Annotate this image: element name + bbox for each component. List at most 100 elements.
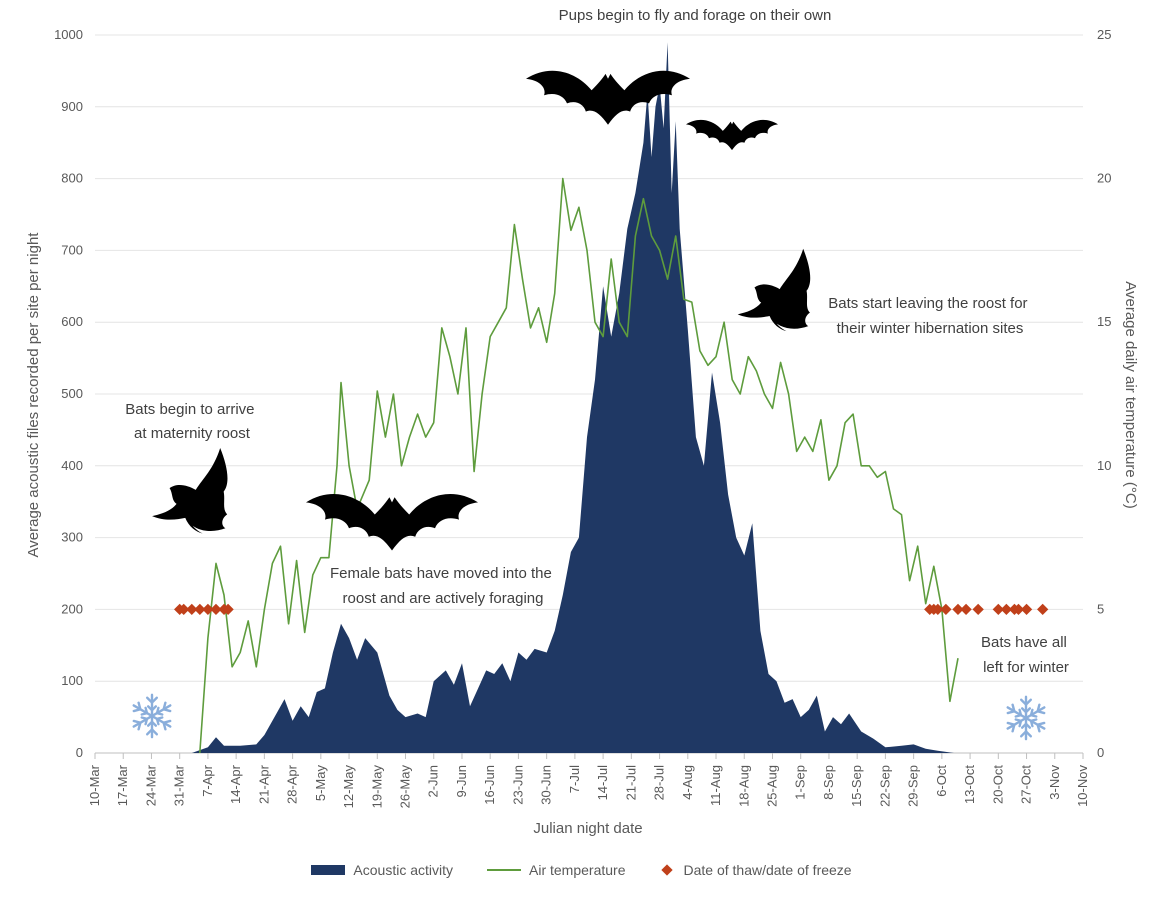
bat-silhouette-icon xyxy=(686,119,778,151)
x-tick-label: 20-Oct xyxy=(990,765,1005,804)
air-temperature-line xyxy=(199,177,959,754)
x-tick-label: 31-Mar xyxy=(172,764,187,806)
right-y-tick-label: 5 xyxy=(1097,601,1104,616)
thaw-freeze-marker xyxy=(222,603,234,616)
x-tick-label: 5-May xyxy=(313,765,328,802)
thaw-freeze-marker xyxy=(940,603,952,616)
x-tick-label: 22-Sep xyxy=(877,765,892,807)
legend-label-temperature: Air temperature xyxy=(529,862,626,878)
x-tick-label: 10-Nov xyxy=(1075,765,1090,807)
snowflake-icon xyxy=(1005,697,1046,739)
legend-label-acoustic: Acoustic activity xyxy=(353,862,453,878)
x-tick-label: 15-Sep xyxy=(849,765,864,807)
right-y-tick-label: 0 xyxy=(1097,745,1104,760)
x-tick-label: 18-Aug xyxy=(736,765,751,807)
x-tick-label: 11-Aug xyxy=(708,765,723,806)
legend-swatch-temperature xyxy=(487,869,521,871)
x-tick-label: 10-Mar xyxy=(87,764,102,806)
legend-item-temperature: Air temperature xyxy=(487,862,625,878)
x-tick-label: 3-Nov xyxy=(1047,765,1062,800)
right-y-tick-label: 15 xyxy=(1097,314,1111,329)
y-axis-left-title: Average acoustic files recorded per site… xyxy=(25,232,42,558)
x-tick-label: 12-May xyxy=(341,765,356,809)
x-tick-label: 17-Mar xyxy=(115,764,130,806)
x-tick-label: 7-Apr xyxy=(200,764,215,796)
thaw-freeze-marker xyxy=(202,603,214,616)
legend-label-thaw-freeze: Date of thaw/date of freeze xyxy=(683,862,852,878)
x-tick-label: 28-Jul xyxy=(652,765,667,801)
x-tick-label: 29-Sep xyxy=(906,765,921,807)
right-y-tick-labels: 0 5 10 15 20 25 xyxy=(1097,27,1111,760)
right-y-tick-label: 25 xyxy=(1097,27,1111,42)
bat-silhouette-icon xyxy=(737,248,811,332)
thaw-freeze-marker xyxy=(972,603,984,616)
thaw-freeze-marker xyxy=(210,603,222,616)
x-axis: 10-Mar 17-Mar 24-Mar 31-Mar 7-Apr 14-Apr 21-Ap… xyxy=(87,753,1090,808)
thaw-freeze-marker xyxy=(992,603,1004,616)
x-tick-label: 30-Jun xyxy=(539,765,554,805)
y-axis-right-title: Average daily air temperature (°C) xyxy=(1122,281,1139,508)
left-y-tick-label: 100 xyxy=(61,673,83,688)
x-tick-label: 27-Oct xyxy=(1019,765,1034,804)
x-tick-label: 21-Apr xyxy=(256,764,271,804)
left-y-tick-label: 600 xyxy=(61,314,83,329)
thaw-freeze-series xyxy=(174,603,1049,616)
legend-item-thaw-freeze: Date of thaw/date of freeze xyxy=(659,862,852,878)
left-y-tick-label: 1000 xyxy=(54,27,83,42)
x-tick-label: 4-Aug xyxy=(680,765,695,800)
x-tick-label: 24-Mar xyxy=(143,764,158,806)
left-y-tick-label: 300 xyxy=(61,530,83,545)
thaw-freeze-marker xyxy=(186,603,198,616)
thaw-freeze-marker xyxy=(1037,603,1049,616)
snowflake-icon xyxy=(131,695,172,737)
x-tick-label: 1-Sep xyxy=(793,765,808,800)
x-axis-title: Julian night date xyxy=(533,820,642,837)
thaw-freeze-marker xyxy=(932,603,944,616)
thaw-freeze-marker xyxy=(952,603,964,616)
legend: Acoustic activity Air temperature Date o… xyxy=(0,862,1163,878)
annotation-foraging: Female bats have moved into the roost an… xyxy=(330,565,556,607)
x-tick-label: 19-May xyxy=(369,765,384,809)
x-tick-label: 16-Jun xyxy=(482,765,497,805)
x-tick-label: 8-Sep xyxy=(821,765,836,800)
thaw-freeze-marker xyxy=(960,603,972,616)
thaw-freeze-marker xyxy=(194,603,206,616)
thaw-freeze-marker xyxy=(1020,603,1033,616)
left-y-tick-label: 0 xyxy=(76,745,83,760)
air-temperature-series xyxy=(199,177,959,754)
legend-item-acoustic: Acoustic activity xyxy=(311,862,453,878)
acoustic-activity-series xyxy=(191,42,955,753)
x-tick-label: 25-Aug xyxy=(764,765,779,807)
right-y-tick-label: 20 xyxy=(1097,171,1111,186)
right-y-tick-label: 10 xyxy=(1097,458,1111,473)
x-tick-label: 26-May xyxy=(398,765,413,809)
legend-swatch-thaw-freeze xyxy=(661,864,674,876)
annotation-arrive: Bats begin to arrive at maternity roost xyxy=(125,401,258,442)
annotation-leaving: Bats start leaving the roost for their w… xyxy=(828,295,1031,337)
x-tick-label: 2-Jun xyxy=(426,765,441,798)
thaw-freeze-marker xyxy=(178,603,190,616)
x-tick-label: 6-Oct xyxy=(934,765,949,797)
left-y-tick-label: 800 xyxy=(61,171,83,186)
thaw-freeze-marker xyxy=(1012,603,1025,616)
x-tick-label: 28-Apr xyxy=(285,764,300,804)
x-tick-label: 14-Apr xyxy=(228,764,243,804)
left-y-tick-label: 200 xyxy=(61,601,83,616)
x-tick-label: 13-Oct xyxy=(962,765,977,804)
left-y-tick-label: 500 xyxy=(61,386,83,401)
x-tick-label: 7-Jul xyxy=(567,765,582,793)
annotation-winter: Bats have all left for winter xyxy=(981,634,1071,676)
x-tick-label: 21-Jul xyxy=(623,765,638,801)
x-tick-label: 9-Jun xyxy=(454,765,469,798)
left-y-tick-label: 900 xyxy=(61,99,83,114)
left-y-tick-label: 400 xyxy=(61,458,83,473)
acoustic-activity-area xyxy=(191,42,955,753)
x-tick-label: 14-Jul xyxy=(595,765,610,801)
thaw-freeze-marker xyxy=(1000,603,1013,616)
annotation-pups: Pups begin to fly and forage on their ow… xyxy=(559,7,832,24)
left-y-tick-labels: 0 100 200 300 400 500 600 700 800 900 1000 xyxy=(54,27,83,760)
legend-swatch-acoustic xyxy=(311,865,346,875)
left-y-tick-label: 700 xyxy=(61,242,83,257)
x-tick-label: 23-Jun xyxy=(510,765,525,805)
